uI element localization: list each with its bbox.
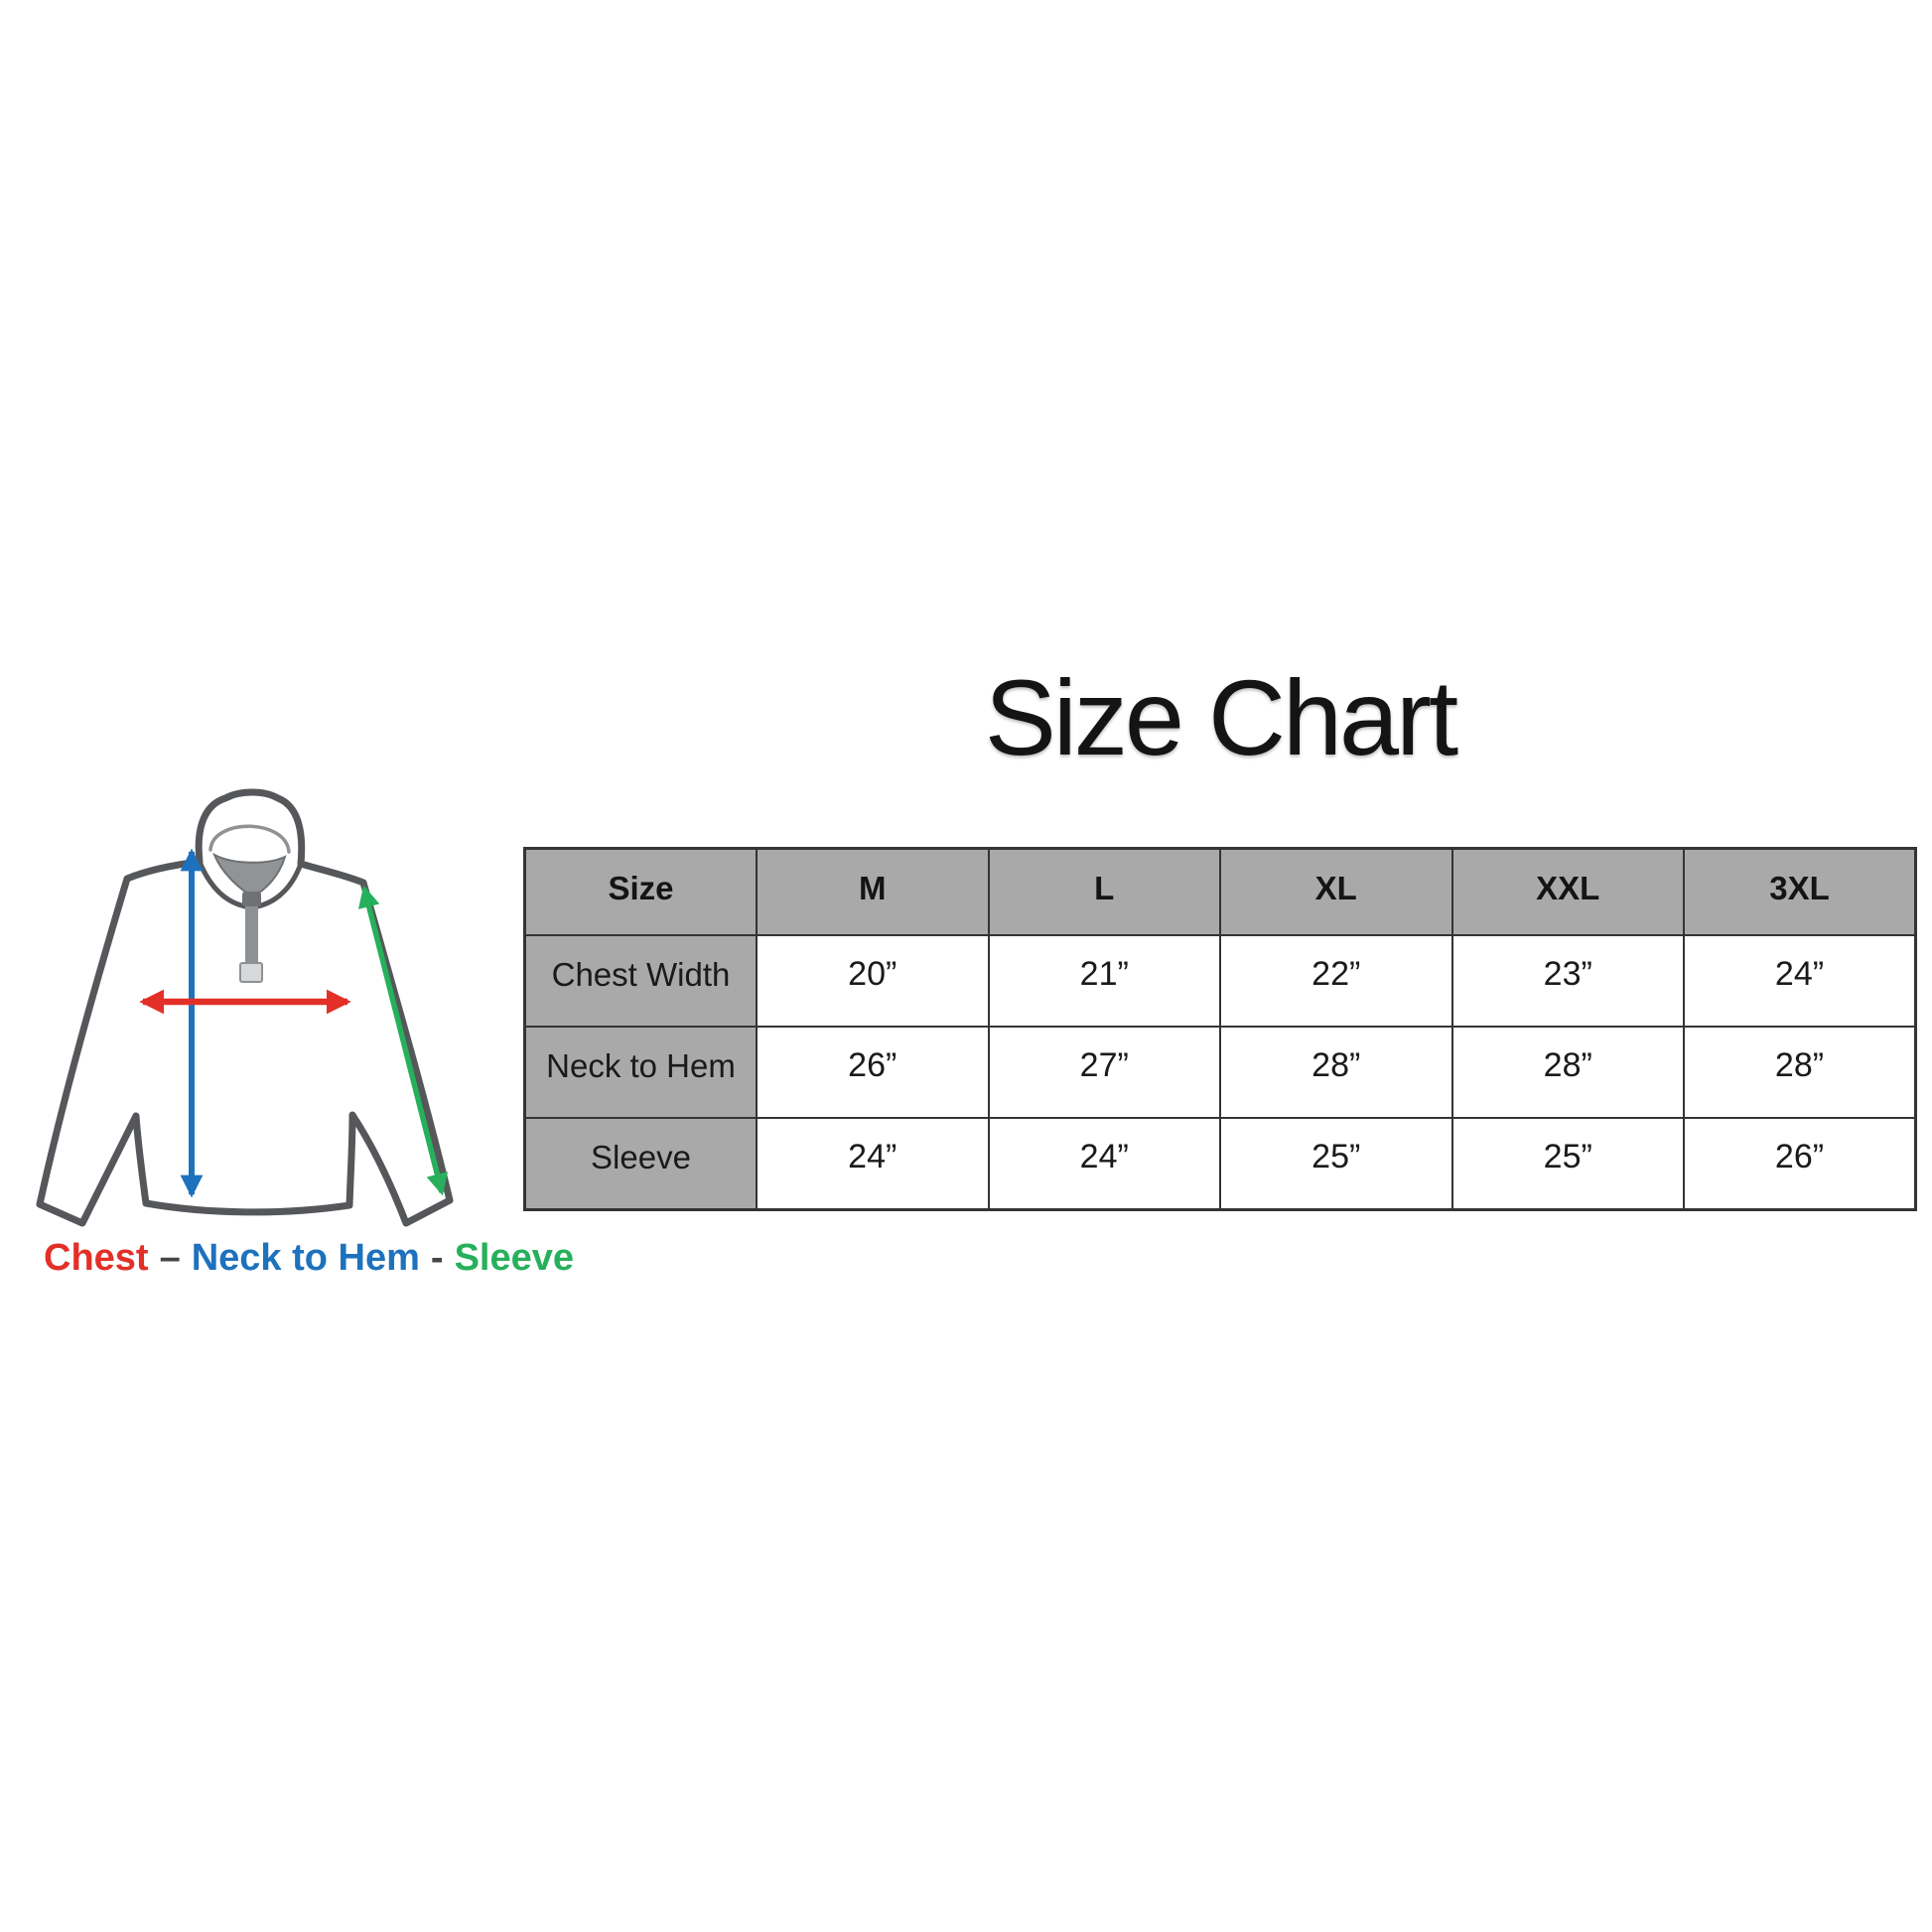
table-cell: 25”	[1219, 1117, 1453, 1211]
table-header-row: Size M L XL XXL 3XL	[523, 847, 1917, 936]
collar-inner-arc	[208, 824, 291, 854]
table-cell: 28”	[1219, 1026, 1453, 1119]
row-label-chest-width: Chest Width	[523, 934, 758, 1028]
legend-chest-label: Chest	[44, 1236, 149, 1279]
zipper-strip	[245, 897, 258, 971]
table-header-3xl: 3XL	[1683, 847, 1917, 936]
table-cell: 20”	[756, 934, 990, 1028]
page-title: Size Chart	[984, 657, 1458, 777]
table-header-xxl: XXL	[1450, 847, 1685, 936]
zipper-slider	[242, 892, 261, 906]
table-cell: 23”	[1450, 934, 1685, 1028]
row-label-neck-to-hem: Neck to Hem	[523, 1026, 758, 1119]
table-cell: 26”	[756, 1026, 990, 1119]
table-cell: 21”	[987, 934, 1221, 1028]
table-header-size: Size	[523, 847, 758, 936]
table-cell: 24”	[987, 1117, 1221, 1211]
table-cell: 24”	[756, 1117, 990, 1211]
table-header-xl: XL	[1219, 847, 1453, 936]
table-cell: 26”	[1683, 1117, 1917, 1211]
pullover-outline-shape	[36, 788, 454, 1227]
table-header-m: M	[756, 847, 990, 936]
sleeve-arrow	[357, 885, 449, 1196]
table-cell: 25”	[1450, 1117, 1685, 1211]
table-cell: 28”	[1683, 1026, 1917, 1119]
table-cell: 24”	[1683, 934, 1917, 1028]
table-row-neck-to-hem: Neck to Hem 26” 27” 28” 28” 28”	[523, 1026, 1917, 1119]
legend-separator: –	[159, 1236, 181, 1279]
zipper-end-box	[239, 962, 263, 983]
table-row-sleeve: Sleeve 24” 24” 25” 25” 26”	[523, 1117, 1917, 1211]
table-cell: 22”	[1219, 934, 1453, 1028]
table-cell: 28”	[1450, 1026, 1685, 1119]
garment-diagram	[20, 784, 477, 1281]
row-label-sleeve: Sleeve	[523, 1117, 758, 1211]
pullover-drawing-svg	[36, 788, 454, 1227]
table-header-l: L	[987, 847, 1221, 936]
legend-sleeve-label: Sleeve	[454, 1236, 575, 1279]
legend-neck-to-hem-label: Neck to Hem	[191, 1236, 420, 1279]
neck-opening	[212, 852, 287, 898]
size-table: Size M L XL XXL 3XL Chest Width 20” 21” …	[523, 847, 1917, 1211]
table-row-chest-width: Chest Width 20” 21” 22” 23” 24”	[523, 934, 1917, 1028]
measurement-legend: Chest – Neck to Hem - Sleeve	[44, 1233, 574, 1283]
legend-separator: -	[430, 1236, 444, 1279]
table-cell: 27”	[987, 1026, 1221, 1119]
